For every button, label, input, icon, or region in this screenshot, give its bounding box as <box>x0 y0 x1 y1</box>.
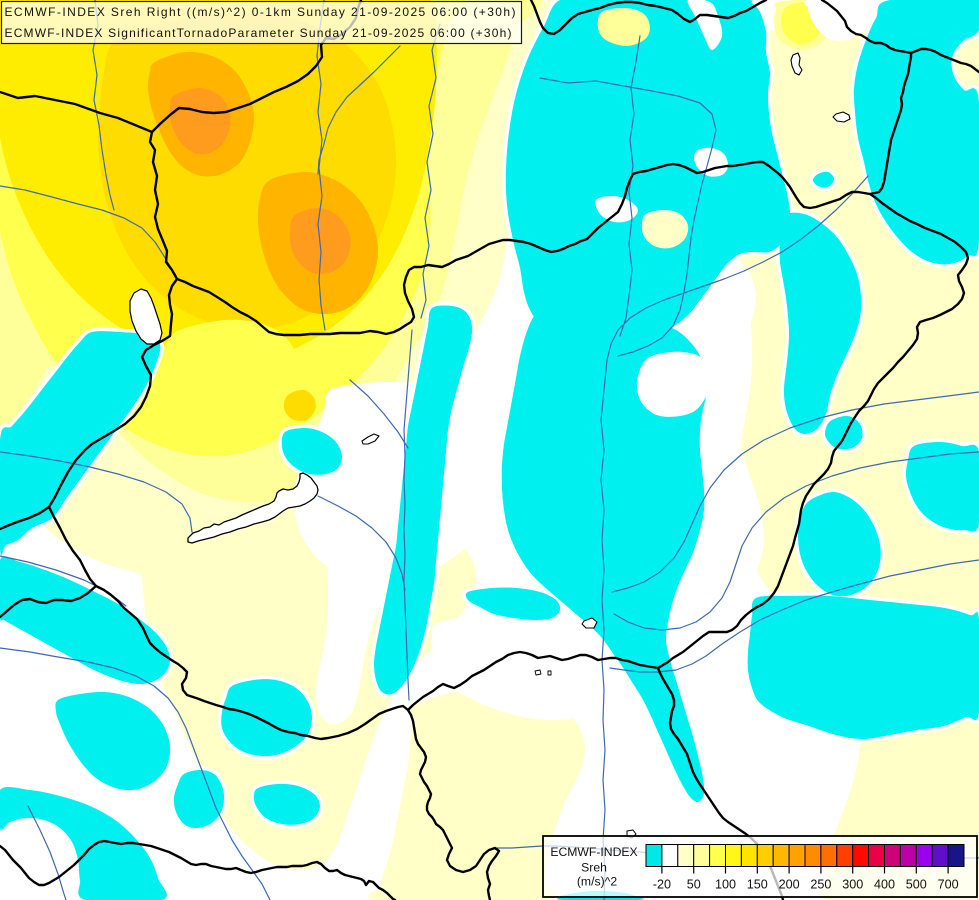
svg-text:50: 50 <box>687 877 701 891</box>
svg-text:200: 200 <box>779 877 800 891</box>
svg-text:-20: -20 <box>653 877 671 891</box>
svg-text:700: 700 <box>938 877 959 891</box>
svg-text:100: 100 <box>715 877 736 891</box>
svg-text:300: 300 <box>842 877 863 891</box>
svg-text:150: 150 <box>747 877 768 891</box>
svg-text:Sreh: Sreh <box>581 860 607 874</box>
svg-text:500: 500 <box>906 877 927 891</box>
svg-text:250: 250 <box>810 877 831 891</box>
svg-text:ECMWF-INDEX Sreh Right ((m/s)^: ECMWF-INDEX Sreh Right ((m/s)^2) 0-1km S… <box>5 5 516 19</box>
svg-text:ECMWF-INDEX SignificantTornado: ECMWF-INDEX SignificantTornadoParameter … <box>5 26 512 40</box>
svg-text:(m/s)^2: (m/s)^2 <box>577 875 617 889</box>
svg-text:ECMWF-INDEX: ECMWF-INDEX <box>550 845 637 859</box>
svg-text:400: 400 <box>874 877 895 891</box>
